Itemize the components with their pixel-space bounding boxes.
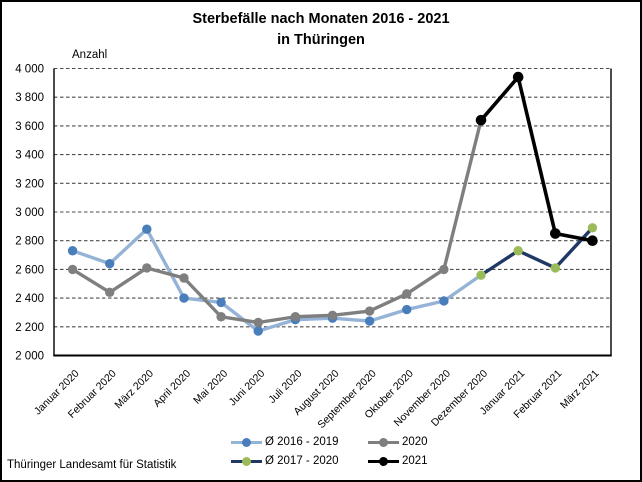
y-axis-title: Anzahl <box>72 49 108 61</box>
chart-legend: Ø 2016 - 2019 2020 Ø 2017 - 2020 2021 <box>231 436 428 467</box>
chart-title-line2: in Thüringen <box>277 32 365 48</box>
series-line <box>479 75 595 243</box>
data-point-marker <box>476 270 486 280</box>
y-tick-label: 4 000 <box>15 64 44 76</box>
y-tick-label: 3 800 <box>15 92 44 104</box>
legend-item-2020: 2020 <box>368 436 428 448</box>
legend-swatch-avg-2016-2019 <box>231 437 262 448</box>
data-point-marker <box>402 304 412 315</box>
data-point-marker <box>587 235 598 246</box>
chart-title-line1: Sterbefälle nach Monaten 2016 - 2021 <box>192 11 450 27</box>
data-point-marker <box>179 293 189 303</box>
legend-item-avg-2016-2019: Ø 2016 - 2019 <box>231 436 368 448</box>
y-tick-label: 2 600 <box>15 264 44 276</box>
data-point-marker <box>327 310 338 321</box>
data-point-marker <box>67 264 78 275</box>
legend-label-avg-2017-2020: Ø 2017 - 2020 <box>265 455 339 467</box>
data-point-marker <box>179 273 189 283</box>
data-point-marker <box>105 258 115 269</box>
data-point-marker <box>439 296 449 306</box>
y-tick-label: 2 200 <box>15 322 44 334</box>
x-tick-label: April 2020 <box>151 368 193 410</box>
data-point-marker <box>402 289 412 299</box>
source-attribution: Thüringer Landesamt für Statistik <box>7 459 177 471</box>
y-tick-label: 3 200 <box>15 178 44 190</box>
data-point-marker <box>512 71 524 83</box>
y-tick-label: 2 800 <box>15 236 44 248</box>
series-line <box>70 227 483 333</box>
y-tick-label: 3 400 <box>15 150 44 162</box>
x-tick-label: März 2021 <box>558 368 602 412</box>
data-point-marker <box>253 326 263 336</box>
data-point-marker <box>216 312 226 322</box>
data-point-marker <box>142 224 152 234</box>
legend-label-2021: 2021 <box>402 455 428 467</box>
x-tick-label: Juli 2020 <box>266 368 304 406</box>
data-point-marker <box>550 228 561 239</box>
y-tick-label: 3 600 <box>15 121 44 133</box>
data-point-marker <box>105 287 115 298</box>
legend-item-2021: 2021 <box>368 455 428 467</box>
x-tick-label: März 2020 <box>112 368 156 412</box>
data-point-marker <box>253 317 263 328</box>
data-point-marker <box>550 263 560 273</box>
legend-swatch-2020 <box>368 437 399 448</box>
y-tick-label: 3 000 <box>15 207 44 219</box>
chart-title: Sterbefälle nach Monaten 2016 - 2021 in … <box>0 9 642 51</box>
x-tick-label: Mai 2020 <box>191 368 230 407</box>
data-point-marker <box>67 246 78 256</box>
y-tick-label: 2 400 <box>15 293 44 305</box>
data-point-marker <box>587 223 598 233</box>
legend-label-avg-2016-2019: Ø 2016 - 2019 <box>265 436 339 448</box>
series-line <box>70 118 483 325</box>
legend-item-avg-2017-2020: Ø 2017 - 2020 <box>231 455 368 467</box>
y-tick-label: 2 000 <box>15 351 44 363</box>
legend-swatch-avg-2017-2020 <box>231 456 262 467</box>
data-point-marker <box>290 312 301 322</box>
series-line <box>479 226 595 277</box>
data-point-marker <box>364 316 375 326</box>
data-point-marker <box>475 114 487 126</box>
data-point-marker <box>142 263 152 273</box>
legend-swatch-2021 <box>368 456 399 467</box>
data-point-marker <box>439 264 449 275</box>
x-tick-label: Juni 2020 <box>227 368 268 409</box>
legend-label-2020: 2020 <box>402 436 428 448</box>
data-point-marker <box>216 297 226 308</box>
data-point-marker <box>364 306 375 316</box>
data-point-marker <box>513 246 523 256</box>
